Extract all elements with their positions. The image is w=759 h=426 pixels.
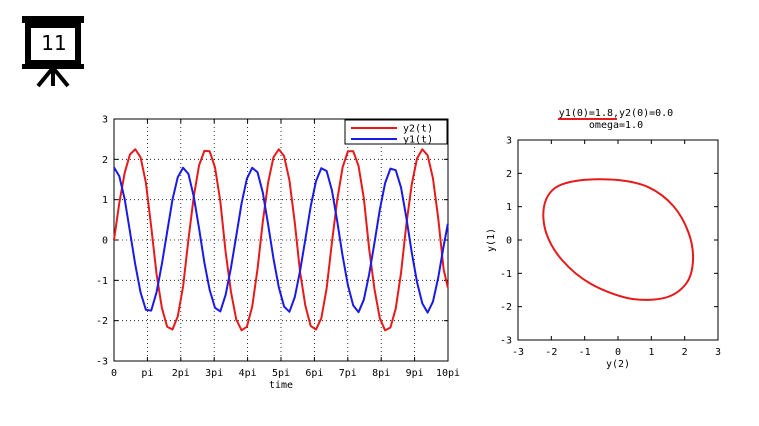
y-tick-label: -1 xyxy=(500,269,512,280)
y-tick-label: -3 xyxy=(500,336,512,347)
x-tick-label: 8pi xyxy=(372,368,390,379)
phase-plot: y1(0)=1.8,y2(0)=0.0 omega=1.0 -3 -2 -1 0 1 2 3… xyxy=(486,108,721,370)
x-tick-label: 9pi xyxy=(406,368,424,379)
y-tick-label: 0 xyxy=(102,236,108,247)
y-tick-label: -3 xyxy=(96,357,108,368)
x-tick-label: 0 xyxy=(111,368,117,379)
y-tick-label: 0 xyxy=(506,236,512,247)
x-tick-label: 6pi xyxy=(305,368,323,379)
x-tick-label: 4pi xyxy=(239,368,257,379)
y-tick-label: 2 xyxy=(102,155,108,166)
x-tick-label: 10pi xyxy=(436,368,460,379)
y-tick-label: 2 xyxy=(506,169,512,180)
x-tick-label: -3 xyxy=(512,347,524,358)
phase-curve xyxy=(542,178,695,301)
x-tick-label: 1 xyxy=(648,347,654,358)
legend-label: y2(t) xyxy=(403,124,433,135)
chart-title: y1(0)=1.8,y2(0)=0.0 xyxy=(559,108,673,119)
y-axis-label: y(1) xyxy=(486,228,497,252)
x-tick-label: 7pi xyxy=(339,368,357,379)
x-tick-label: 3pi xyxy=(205,368,223,379)
y-tick-label: 3 xyxy=(506,136,512,147)
time-series-chart: 0 pi 2pi 3pi 4pi 5pi 6pi 7pi 8pi 9pi 10pi -3 -2 -1 0 1 2… xyxy=(96,115,460,392)
x-tick-label: 5pi xyxy=(272,368,290,379)
x-tick-label: 3 xyxy=(715,347,721,358)
series-line-y2(t) xyxy=(113,148,449,332)
y-tick-label: 1 xyxy=(506,202,512,213)
x-tick-label: 2pi xyxy=(172,368,190,379)
series-lines xyxy=(113,148,449,332)
series-line-y1(t) xyxy=(113,166,449,314)
legend-label: y1(t) xyxy=(403,135,433,146)
y-tick-label: -2 xyxy=(96,316,108,327)
chart-subtitle: omega=1.0 xyxy=(589,120,643,131)
y-tick-label: -1 xyxy=(96,276,108,287)
x-tick-label: -2 xyxy=(545,347,557,358)
x-tick-label: pi xyxy=(141,368,153,379)
series-lines xyxy=(542,178,695,301)
presentation-board-icon xyxy=(22,16,84,88)
x-tick-label: -1 xyxy=(579,347,591,358)
x-tick-label: 0 xyxy=(615,347,621,358)
ticks: -3 -2 -1 0 1 2 3 -3 -2 -1 0 1 2 3 xyxy=(500,136,721,359)
y-tick-label: 3 xyxy=(102,115,108,126)
grid xyxy=(114,119,448,361)
y-tick-label: 1 xyxy=(102,195,108,206)
x-axis-label: time xyxy=(269,380,293,391)
ticks: 0 pi 2pi 3pi 4pi 5pi 6pi 7pi 8pi 9pi 10pi -3 -2 -1 0 1 2… xyxy=(96,115,460,380)
y-tick-label: -2 xyxy=(500,302,512,313)
x-axis-label: y(2) xyxy=(606,359,630,370)
x-tick-label: 2 xyxy=(682,347,688,358)
legend: y2(t)y1(t) xyxy=(344,119,448,146)
slide-number: 11 xyxy=(41,31,67,55)
